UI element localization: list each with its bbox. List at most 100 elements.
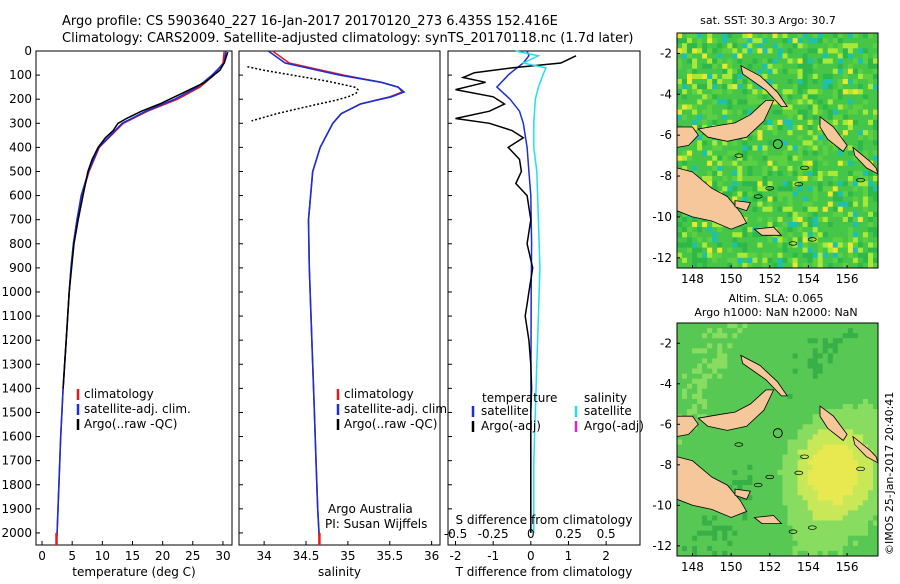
land-mass xyxy=(753,226,783,236)
x-tick-label: 30 xyxy=(215,549,230,563)
x-tick-label: 36 xyxy=(424,549,439,563)
sst-map-title: sat. SST: 30.3 Argo: 30.7 xyxy=(700,14,836,27)
map-frame xyxy=(676,322,879,557)
map-x-tick-label: 150 xyxy=(720,560,743,574)
island-outline xyxy=(734,153,744,158)
y-tick-label: 800 xyxy=(9,237,32,251)
plot-frame xyxy=(447,50,641,546)
land-mass xyxy=(734,200,751,212)
x-tick-label: 35 xyxy=(340,549,355,563)
map-y-tick-label: -10 xyxy=(652,210,672,224)
y-tick-label: 1300 xyxy=(1,357,32,371)
y-tick-label: 300 xyxy=(9,116,32,130)
x-tick-label: 10 xyxy=(95,549,110,563)
series-line-satellite-adj-clim- xyxy=(267,50,406,541)
salinity-panel: 34 34.5 35 35.5 36 salinity climatologysatelli… xyxy=(238,50,451,579)
x-tick-label: 0 xyxy=(38,549,46,563)
legend-title-salinity: salinity xyxy=(584,391,627,405)
island-outline xyxy=(807,525,817,530)
y-tick-label: 900 xyxy=(9,261,32,275)
y-tick-label: 600 xyxy=(9,189,32,203)
legend-label: satellite xyxy=(481,404,529,418)
argo-position-marker xyxy=(772,139,783,150)
x-tick-label: 0 xyxy=(527,549,535,563)
series-line-satellite xyxy=(515,50,547,533)
map-x-tick-label: 148 xyxy=(681,272,704,286)
map-y-tick-label: -6 xyxy=(660,417,672,431)
map-y-tick-label: -8 xyxy=(660,458,672,472)
map-x-tick-label: 148 xyxy=(681,560,704,574)
map-x-tick-label: 152 xyxy=(758,272,781,286)
island-outline xyxy=(734,442,744,447)
sla-map-title2: Argo h1000: NaN h2000: NaN xyxy=(694,306,857,319)
legend-label: satellite-adj. clim. xyxy=(344,402,451,416)
legend-label: satellite xyxy=(584,404,632,418)
island-outline xyxy=(788,529,798,534)
series-line-argo-raw-qc- xyxy=(62,51,229,389)
map-y-tick-label: -6 xyxy=(660,128,672,142)
map-y-tick-label: -2 xyxy=(660,336,672,350)
y-tick-label: 500 xyxy=(9,164,32,178)
x-axis-label: temperature (deg C) xyxy=(72,565,195,579)
island-outline xyxy=(753,194,763,199)
map-y-tick-label: -2 xyxy=(660,46,672,60)
series-line-satellite-adj-clim- xyxy=(55,50,227,541)
top-axis-label: S difference from climatology xyxy=(456,513,633,527)
annotation-argo-australia: Argo Australia xyxy=(328,502,413,516)
x-tick-label: 35.5 xyxy=(376,549,403,563)
land-mass xyxy=(740,354,788,397)
top-tick-label: 0.25 xyxy=(555,527,582,541)
legend-label: satellite-adj. clim. xyxy=(84,402,191,416)
land-mass xyxy=(697,389,775,431)
y-tick-label: 1100 xyxy=(1,309,32,323)
legend-label: climatology xyxy=(344,387,414,401)
island-outline xyxy=(765,186,775,191)
map-x-tick-label: 154 xyxy=(797,272,820,286)
map-x-tick-label: 154 xyxy=(797,560,820,574)
island-outline xyxy=(800,454,809,459)
x-tick-label: -2 xyxy=(450,549,462,563)
header-line2: Climatology: CARS2009. Satellite-adjuste… xyxy=(62,31,634,46)
series-line-argo-raw-qc- xyxy=(247,65,359,122)
legend-label: Argo(..raw -QC) xyxy=(344,417,437,431)
legend-title-temperature: temperature xyxy=(482,391,557,405)
island-outline xyxy=(788,241,798,246)
land-mass xyxy=(740,64,788,107)
y-tick-label: 1400 xyxy=(1,381,32,395)
legend-label: Argo(-adj) xyxy=(481,419,541,433)
legend-label: Argo(..raw -QC) xyxy=(84,417,177,431)
plot-frame xyxy=(35,50,233,546)
y-tick-label: 1700 xyxy=(1,454,32,468)
land-mass xyxy=(819,115,848,153)
land-mass xyxy=(819,405,848,442)
map-y-tick-label: -12 xyxy=(652,251,672,265)
island-outline xyxy=(856,466,865,472)
y-tick-label: 200 xyxy=(9,92,32,106)
island-outline xyxy=(856,177,865,183)
map-frame xyxy=(676,32,879,269)
land-mass xyxy=(697,100,775,142)
top-tick-label: 0 xyxy=(527,527,535,541)
x-tick-label: 15 xyxy=(125,549,140,563)
x-axis-label: salinity xyxy=(318,565,361,579)
x-tick-label: -1 xyxy=(487,549,499,563)
x-tick-label: 20 xyxy=(155,549,170,563)
top-tick-label: -0.5 xyxy=(444,527,467,541)
x-tick-label: 2 xyxy=(602,549,610,563)
map-y-tick-label: -4 xyxy=(660,87,672,101)
header-line1: Argo profile: CS 5903640_227 16-Jan-2017… xyxy=(62,14,558,29)
island-outline xyxy=(800,165,809,171)
map-y-tick-label: -4 xyxy=(660,377,672,391)
y-tick-label: 0 xyxy=(24,44,32,58)
x-tick-label: 34 xyxy=(256,549,271,563)
x-tick-label: 34.5 xyxy=(293,549,320,563)
sla-map: 148 150 152 154 156 -2 -4 -6 -8 -10 -12 xyxy=(652,322,879,574)
island-outline xyxy=(794,182,804,187)
y-tick-label: 1000 xyxy=(1,285,32,299)
island-outline xyxy=(807,237,817,242)
y-tick-label: 1600 xyxy=(1,430,32,444)
map-y-tick-label: -10 xyxy=(652,498,672,512)
map-x-tick-label: 156 xyxy=(836,272,859,286)
